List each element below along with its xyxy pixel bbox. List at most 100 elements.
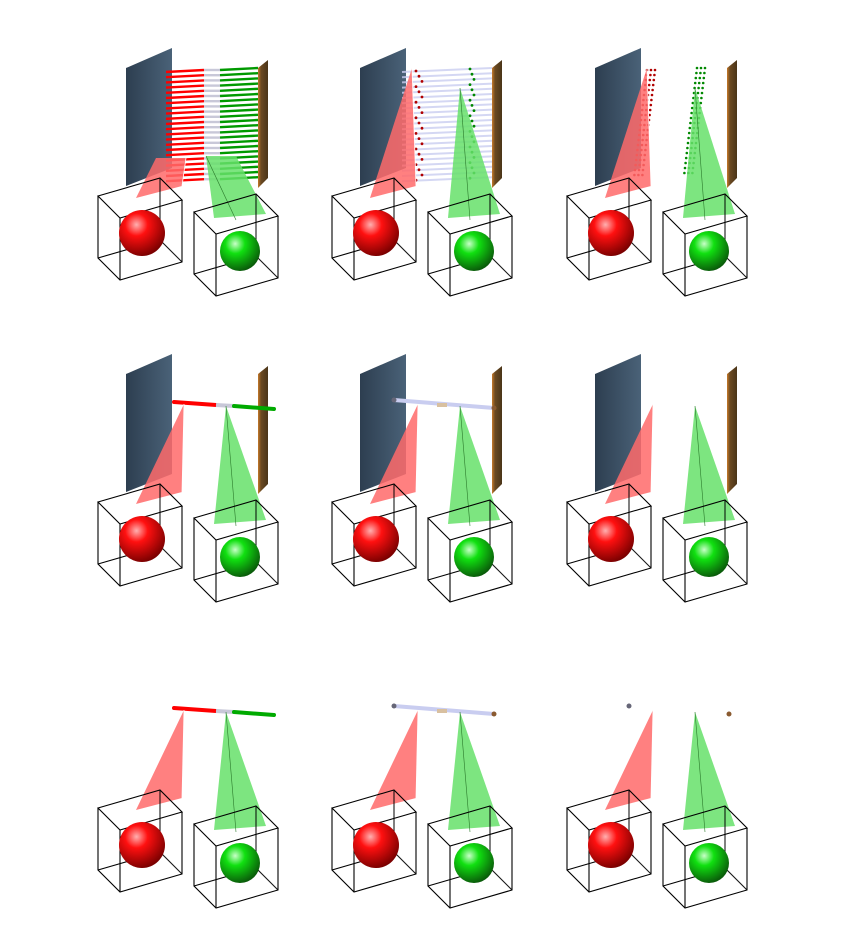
rod-red-segment bbox=[165, 136, 205, 141]
dot-red bbox=[414, 147, 418, 151]
dot-red bbox=[414, 85, 418, 88]
red-cone-edge bbox=[181, 403, 185, 493]
dot-red bbox=[420, 173, 424, 177]
dot-red bbox=[650, 93, 654, 97]
dot-red bbox=[650, 98, 653, 102]
dot-green bbox=[691, 101, 695, 105]
panel-r2-c2 bbox=[330, 354, 514, 603]
dot-green bbox=[699, 66, 703, 70]
rod-green-segment bbox=[219, 144, 259, 150]
dot-green bbox=[686, 146, 689, 150]
green-sphere bbox=[220, 843, 260, 883]
rod-pale bbox=[401, 77, 493, 84]
panel-r2-c3 bbox=[565, 354, 749, 603]
dot-green bbox=[693, 86, 696, 90]
red-cone bbox=[605, 404, 653, 504]
red-cone bbox=[370, 68, 416, 198]
dot-red bbox=[417, 74, 421, 78]
rod-red-segment bbox=[165, 120, 205, 126]
rod-pale bbox=[401, 119, 493, 125]
rod-green-segment bbox=[219, 129, 259, 134]
rod-green-segment bbox=[219, 72, 259, 77]
dot-red bbox=[649, 103, 653, 107]
rod-pale bbox=[401, 139, 493, 146]
dot-green bbox=[702, 76, 706, 80]
dot-green bbox=[690, 106, 694, 110]
red-cone bbox=[136, 710, 184, 810]
dot-green bbox=[468, 98, 472, 102]
rod-red-segment bbox=[165, 94, 205, 100]
panel-r1-c3 bbox=[565, 48, 749, 297]
rod-pale bbox=[401, 93, 493, 99]
red-sphere bbox=[119, 822, 165, 868]
dot-green bbox=[687, 131, 691, 135]
dot-green bbox=[697, 86, 700, 90]
rod-green-segment bbox=[219, 139, 259, 144]
red-cone-edge bbox=[415, 403, 419, 493]
red-sphere bbox=[588, 210, 634, 256]
right-cube bbox=[426, 193, 514, 297]
dot-red bbox=[647, 83, 651, 87]
left-cube bbox=[330, 177, 418, 281]
dot-green bbox=[687, 136, 690, 140]
dot-red bbox=[417, 121, 421, 125]
right-slab bbox=[258, 60, 268, 188]
red-sphere bbox=[119, 516, 165, 562]
red-cone bbox=[136, 404, 184, 504]
red-sphere bbox=[119, 210, 165, 256]
green-cone-edge bbox=[459, 87, 471, 221]
rod-pale bbox=[401, 72, 493, 79]
dot-green bbox=[684, 156, 688, 160]
green-cone bbox=[214, 406, 266, 524]
rod-marker bbox=[437, 403, 447, 407]
dot-red bbox=[651, 83, 655, 87]
rod-red-segment bbox=[165, 141, 205, 146]
rod-green-segment bbox=[219, 113, 259, 118]
red-sphere bbox=[353, 822, 399, 868]
green-sphere bbox=[689, 231, 729, 271]
rod-red-segment bbox=[165, 89, 205, 94]
rod-neutral-segment bbox=[215, 403, 235, 408]
red-cone-edge bbox=[650, 709, 654, 799]
rod-red-segment bbox=[172, 400, 218, 407]
rod-red-segment bbox=[165, 74, 205, 79]
dot-green bbox=[683, 166, 687, 170]
dot-green bbox=[696, 91, 700, 95]
rod-green-segment bbox=[219, 87, 259, 92]
dot-green bbox=[699, 71, 702, 75]
red-cone bbox=[370, 710, 418, 810]
dot-green bbox=[701, 81, 705, 85]
rod-end-left bbox=[391, 397, 397, 403]
dot-red bbox=[414, 100, 418, 104]
dot-green bbox=[698, 76, 702, 80]
rod-green-segment bbox=[219, 134, 259, 139]
green-cone bbox=[448, 712, 500, 830]
rod-red-segment bbox=[165, 126, 205, 131]
green-cone bbox=[206, 156, 266, 218]
rod-pale bbox=[401, 103, 493, 110]
red-cone bbox=[370, 404, 418, 504]
panel-r1-c2 bbox=[330, 48, 514, 297]
dot-red bbox=[417, 152, 421, 156]
dot-green bbox=[695, 66, 699, 70]
dot-green bbox=[695, 71, 698, 75]
red-cone bbox=[605, 68, 651, 198]
dot-red bbox=[649, 73, 652, 77]
red-cone-edge bbox=[411, 67, 417, 187]
green-cone bbox=[214, 712, 266, 830]
rod-green-segment bbox=[219, 150, 259, 155]
green-cone bbox=[448, 88, 500, 218]
rod-green-segment bbox=[219, 108, 259, 113]
dot-green bbox=[694, 76, 698, 80]
dot-red bbox=[648, 78, 652, 82]
dot-green bbox=[472, 124, 476, 128]
dot-green bbox=[470, 104, 474, 107]
rod-end-right bbox=[491, 405, 497, 411]
dot-green bbox=[689, 121, 692, 125]
dot-red bbox=[649, 68, 653, 72]
dot-green bbox=[685, 151, 689, 155]
dot-green bbox=[689, 116, 693, 120]
rod-green-segment bbox=[219, 124, 259, 129]
rod-neutral-segment bbox=[215, 709, 235, 714]
red-cone-edge bbox=[181, 709, 185, 799]
